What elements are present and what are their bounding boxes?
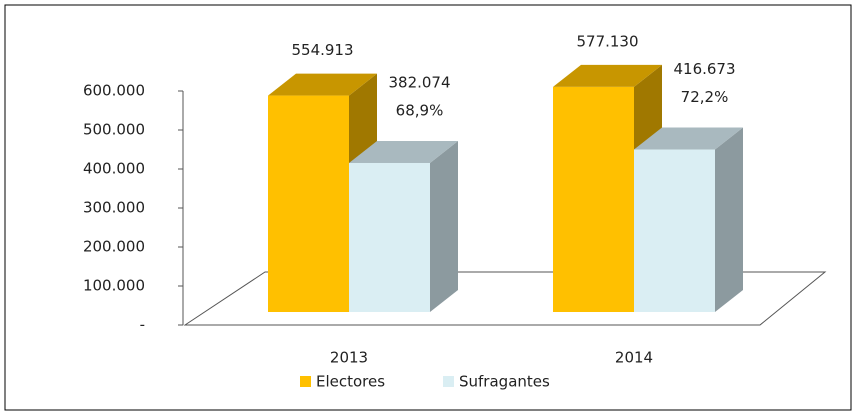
bar — [349, 162, 430, 312]
bar — [553, 86, 634, 312]
legend-label: Sufragantes — [459, 373, 550, 391]
legend-swatch — [443, 376, 454, 387]
data-label: 382.074 — [388, 73, 450, 91]
data-label: 416.673 — [673, 60, 735, 78]
floor — [183, 271, 827, 326]
y-tick-label: 100.000 — [83, 277, 145, 295]
x-tick-label: 2013 — [330, 349, 368, 367]
y-tick-label: 600.000 — [83, 82, 145, 100]
x-tick-label: 2014 — [615, 349, 653, 367]
bar-top — [634, 127, 743, 150]
legend-label: Electores — [316, 373, 385, 391]
percent-label: 72,2% — [681, 88, 729, 106]
y-tick-label: 500.000 — [83, 121, 145, 139]
y-tick-label: 300.000 — [83, 199, 145, 217]
bar — [268, 95, 349, 313]
y-tick-label: - — [140, 316, 145, 334]
bar-side — [430, 140, 458, 312]
bar — [634, 149, 715, 312]
y-tick-label: 200.000 — [83, 238, 145, 256]
bar-top — [553, 64, 662, 87]
data-label: 554.913 — [291, 41, 353, 59]
y-tick-label: 400.000 — [83, 160, 145, 178]
legend-swatch — [300, 376, 311, 387]
bar-top — [349, 140, 458, 163]
bar-top — [268, 73, 377, 96]
bar-side — [715, 127, 743, 312]
data-label: 577.130 — [576, 32, 638, 50]
percent-label: 68,9% — [396, 101, 444, 119]
